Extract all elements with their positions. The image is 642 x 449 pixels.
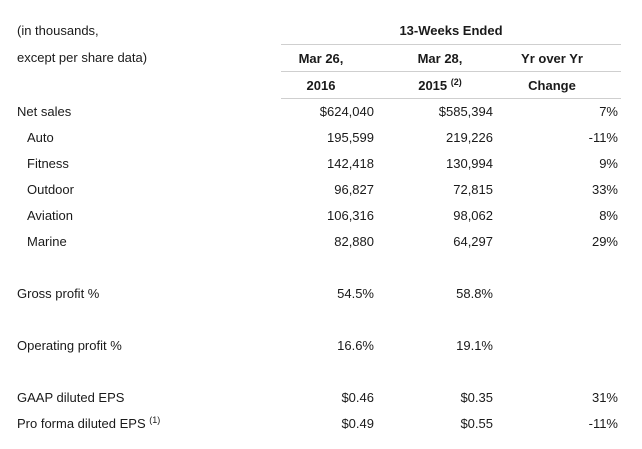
col-2015-footnote-ref: (2) <box>450 77 462 87</box>
row-label: Fitness <box>27 156 69 171</box>
value-2015: 130,994 <box>446 156 493 171</box>
value-2016: 142,418 <box>327 156 374 171</box>
value-change: 8% <box>599 208 618 223</box>
col-change-header-line2: Change <box>528 78 576 93</box>
row-label-text: Gross profit % <box>17 286 100 301</box>
row-label-text: Marine <box>27 234 67 249</box>
row-label-text: GAAP diluted EPS <box>17 390 125 405</box>
value-2015: 98,062 <box>453 208 493 223</box>
value-change: 33% <box>591 182 618 197</box>
value-2015: 58.8% <box>456 286 493 301</box>
value-2015: $0.55 <box>460 416 493 431</box>
col-2016-header-line1: Mar 26, <box>298 51 344 66</box>
value-change: -11% <box>588 416 618 431</box>
value-2015: 19.1% <box>456 338 493 353</box>
row-label-text: Auto <box>27 130 54 145</box>
row-label-text: Aviation <box>27 208 74 223</box>
value-2016: 82,880 <box>334 234 374 249</box>
col-2016-header-line2: 2016 <box>306 78 336 93</box>
header-divider-top <box>281 44 621 45</box>
row-label: Outdoor <box>27 182 74 197</box>
value-2016: 96,827 <box>334 182 374 197</box>
header-divider-bottom <box>281 98 621 99</box>
col-2015-year: 2015 <box>418 78 448 93</box>
value-2016: 54.5% <box>337 286 374 301</box>
row-label-text: Outdoor <box>27 182 74 197</box>
value-2016: 16.6% <box>337 338 374 353</box>
value-change: 9% <box>599 156 618 171</box>
col-2015-header-line2: 2015 (2) <box>395 77 485 94</box>
row-label: Marine <box>27 234 67 249</box>
row-label: Net sales <box>17 104 71 119</box>
footnote-ref: (1) <box>149 415 161 425</box>
row-label-text: Fitness <box>27 156 69 171</box>
value-change: 7% <box>599 104 618 119</box>
period-group-header: 13-Weeks Ended <box>399 23 503 38</box>
value-change: 29% <box>591 234 618 249</box>
value-2015: 64,297 <box>453 234 493 249</box>
value-2016: $624,040 <box>319 104 374 119</box>
value-2016: $0.49 <box>341 416 374 431</box>
col-2015-header-line1: Mar 28, <box>417 51 463 66</box>
value-2015: $0.35 <box>460 390 493 405</box>
row-label: Auto <box>27 130 54 145</box>
value-2016: 106,316 <box>327 208 374 223</box>
value-2016: 195,599 <box>327 130 374 145</box>
unit-caption-line2: except per share data) <box>17 50 148 65</box>
unit-caption-line1: (in thousands, <box>17 23 99 38</box>
value-change: -11% <box>588 130 618 145</box>
header-divider-middle <box>281 71 621 72</box>
value-2016: $0.46 <box>341 390 374 405</box>
row-label: Gross profit % <box>17 286 99 301</box>
value-change: 31% <box>591 390 618 405</box>
row-label: Operating profit % <box>17 338 122 353</box>
row-label: GAAP diluted EPS <box>17 390 124 405</box>
row-label-text: Pro forma diluted EPS <box>17 416 146 431</box>
col-change-header-line1: Yr over Yr <box>521 51 583 66</box>
row-label-text: Operating profit % <box>17 338 122 353</box>
value-2015: $585,394 <box>438 104 493 119</box>
value-2015: 72,815 <box>453 182 493 197</box>
row-label-text: Net sales <box>17 104 72 119</box>
row-label: Aviation <box>27 208 73 223</box>
value-2015: 219,226 <box>446 130 493 145</box>
row-label: Pro forma diluted EPS (1) <box>17 415 161 432</box>
